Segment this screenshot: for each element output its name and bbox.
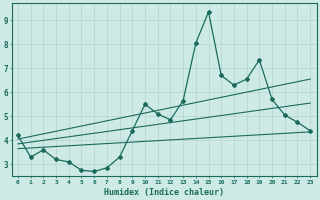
X-axis label: Humidex (Indice chaleur): Humidex (Indice chaleur)	[104, 188, 224, 197]
